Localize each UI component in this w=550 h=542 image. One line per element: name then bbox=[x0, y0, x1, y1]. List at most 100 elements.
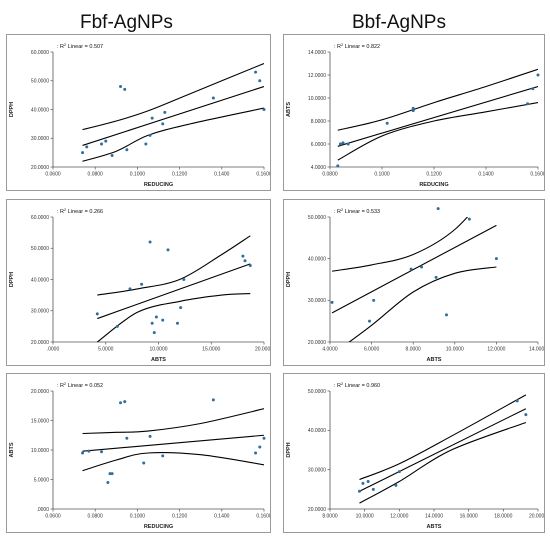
fit-line bbox=[82, 85, 264, 146]
x-tick-label: 0.1200 bbox=[172, 172, 188, 178]
data-point bbox=[336, 164, 340, 168]
scatter-plot: : R2 Linear = 0.533 4.0000 6.0000 8.0000 10.… bbox=[286, 207, 547, 363]
data-point bbox=[142, 461, 146, 465]
y-tick-label: 20.0000 bbox=[308, 340, 326, 346]
data-point bbox=[420, 265, 424, 269]
data-point bbox=[123, 400, 127, 404]
data-point bbox=[148, 434, 152, 438]
title-left: Fbf-AgNPs bbox=[80, 12, 173, 33]
data-point bbox=[150, 116, 154, 120]
x-tick-label: 6.0000 bbox=[364, 347, 380, 353]
y-axis-label: ABTS bbox=[9, 442, 15, 457]
data-point bbox=[148, 240, 152, 244]
data-point bbox=[119, 85, 123, 88]
data-point bbox=[104, 139, 108, 143]
scatter-plot: : R2 Linear = 0.052 0.0600 0.0800 0.1000 0.1… bbox=[9, 381, 272, 530]
scatter-plot: : R2 Linear = 0.266 .0000 5.0000 10.0000 15.… bbox=[9, 207, 273, 363]
data-point bbox=[368, 319, 372, 323]
data-point bbox=[211, 398, 215, 402]
data-point bbox=[411, 106, 415, 110]
data-point bbox=[119, 401, 123, 405]
data-point bbox=[154, 315, 158, 319]
y-tick-label: 40.0000 bbox=[308, 256, 326, 262]
data-point bbox=[262, 436, 266, 440]
data-point bbox=[338, 142, 342, 146]
x-tick-label: 10.0000 bbox=[356, 514, 374, 520]
scatter-plot: : R2 Linear = 0.507 0.0600 0.0800 0.1000 0.1… bbox=[9, 42, 272, 188]
data-point bbox=[125, 148, 129, 152]
x-tick-label: 16.0000 bbox=[460, 514, 478, 520]
scatter-plot: : R2 Linear = 0.822 0.0800 0.1000 0.1200 0.1… bbox=[286, 42, 546, 188]
y-tick-label: 20.0000 bbox=[31, 165, 49, 171]
x-axis-label: ABTS bbox=[427, 524, 442, 530]
ci-lower-line bbox=[96, 293, 251, 342]
x-tick-label: 12.0000 bbox=[487, 347, 505, 353]
y-tick-label: 4.0000 bbox=[311, 165, 327, 171]
y-tick-label: 8.0000 bbox=[311, 119, 327, 125]
data-point bbox=[526, 102, 530, 106]
x-tick-label: 0.1600 bbox=[530, 172, 544, 178]
data-point bbox=[81, 451, 85, 455]
x-tick-label: 0.1200 bbox=[426, 172, 442, 178]
x-tick-label: 10.0000 bbox=[446, 347, 464, 353]
x-axis-label: REDUCING bbox=[419, 182, 448, 188]
y-tick-label: 14.0000 bbox=[308, 50, 326, 56]
data-point bbox=[394, 483, 398, 487]
data-point bbox=[330, 300, 334, 304]
x-tick-label: 0.1400 bbox=[214, 172, 230, 178]
data-point bbox=[436, 207, 440, 211]
x-tick-label: 0.1600 bbox=[256, 514, 270, 520]
data-point bbox=[536, 73, 540, 77]
x-axis-label: ABTS bbox=[427, 357, 442, 363]
y-axis-label: DPPH bbox=[286, 272, 292, 287]
data-point bbox=[241, 254, 245, 258]
ci-upper-line bbox=[332, 217, 469, 272]
data-point bbox=[128, 287, 132, 291]
y-tick-label: 15.0000 bbox=[31, 418, 49, 424]
data-point bbox=[81, 151, 85, 155]
fit-line bbox=[331, 224, 497, 314]
data-point bbox=[110, 154, 114, 157]
data-point bbox=[182, 278, 186, 281]
data-point bbox=[150, 321, 154, 325]
y-axis-label: DPPH bbox=[9, 102, 15, 117]
x-tick-label: 0.0800 bbox=[88, 172, 104, 178]
y-tick-label: 30.0000 bbox=[31, 136, 49, 142]
x-tick-label: 20.0000 bbox=[529, 514, 544, 520]
data-point bbox=[166, 248, 170, 252]
data-point bbox=[357, 489, 361, 493]
data-point bbox=[179, 306, 183, 310]
data-point bbox=[371, 487, 375, 491]
data-point bbox=[444, 313, 448, 317]
ci-lower-line bbox=[359, 421, 527, 504]
x-axis-label: REDUCING bbox=[144, 182, 173, 188]
x-tick-label: 4.0000 bbox=[322, 347, 338, 353]
x-tick-label: 14.0000 bbox=[529, 347, 544, 353]
fit-line bbox=[97, 263, 251, 320]
data-point bbox=[411, 109, 415, 113]
data-point bbox=[467, 217, 471, 221]
x-tick-label: 12.0000 bbox=[390, 514, 408, 520]
data-point bbox=[262, 108, 266, 111]
y-tick-label: 60.0000 bbox=[31, 215, 49, 221]
ci-upper-line bbox=[359, 394, 527, 481]
y-axis-label: DPPH bbox=[286, 442, 292, 457]
data-point bbox=[110, 472, 114, 476]
data-point bbox=[341, 141, 345, 145]
data-point bbox=[243, 259, 247, 263]
x-tick-label: 18.0000 bbox=[494, 514, 512, 520]
chart-panel-abts-dpph-bbf: : R2 Linear = 0.533 4.0000 6.0000 8.0000 10.… bbox=[283, 199, 547, 366]
x-tick-label: 15.0000 bbox=[202, 347, 220, 353]
data-point bbox=[115, 324, 119, 328]
data-point bbox=[148, 133, 152, 137]
r2-annotation: : R2 Linear = 0.822 bbox=[334, 42, 380, 50]
r2-annotation: : R2 Linear = 0.507 bbox=[57, 42, 103, 50]
chart-panel-reducing-abts-bbf: : R2 Linear = 0.822 0.0800 0.1000 0.1200 0.1… bbox=[283, 34, 546, 191]
r2-annotation: : R2 Linear = 0.052 bbox=[57, 381, 103, 389]
data-point bbox=[409, 267, 413, 271]
x-tick-label: 0.1000 bbox=[130, 514, 146, 520]
x-tick-label: 20.0000 bbox=[255, 347, 270, 353]
x-tick-label: 0.1400 bbox=[478, 172, 494, 178]
fit-line bbox=[337, 85, 538, 147]
r2-annotation: : R2 Linear = 0.533 bbox=[334, 207, 380, 215]
